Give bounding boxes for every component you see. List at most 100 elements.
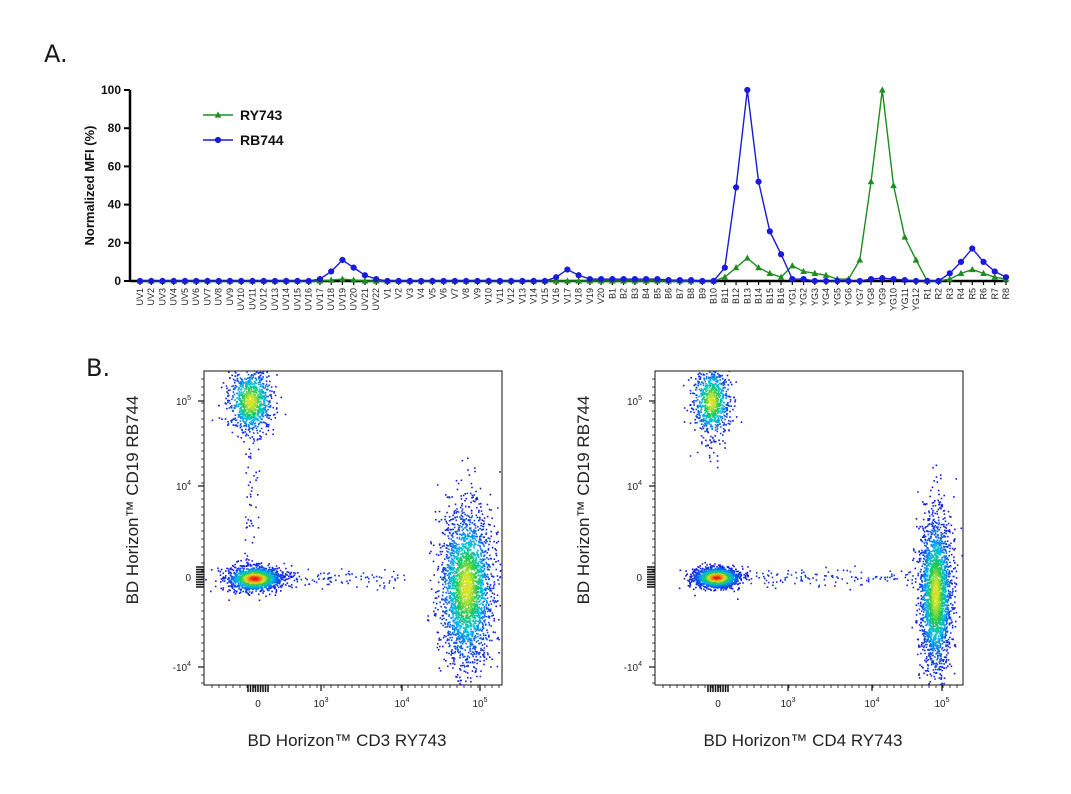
event-dot-group [243,541,488,590]
data-point [361,272,369,279]
event-dot-group [247,383,483,631]
event-dot-group [708,569,939,592]
event-dot-group [248,409,475,598]
event-dot-group [252,584,254,586]
event-dot-group [709,410,943,626]
data-point [429,277,436,285]
event-dot-group [255,579,258,581]
event-dot-group [712,407,939,607]
event-dot-group [257,577,259,580]
event-dot-group [250,575,262,583]
event-dot-group [708,402,937,579]
event-dot-group [257,574,260,577]
event-dot-group [714,577,717,580]
event-dot-group [245,396,463,578]
event-dot-group [236,401,484,599]
event-dot-group [717,581,719,583]
event-dot-group [463,576,471,579]
data-point [249,277,256,285]
event-dot-group [258,576,260,578]
event-dot-group [707,412,943,613]
event-dot-group [243,396,480,617]
event-dot-group [710,574,723,581]
event-dot-group [246,404,251,409]
event-dot-group [932,574,941,615]
event-dot-group [245,381,481,640]
event-dot-group [712,578,715,580]
event-dot-group [482,597,485,599]
event-dot-group [702,408,948,648]
event-dot-group [712,394,934,594]
event-dot-group [702,388,946,621]
event-dot-group [717,580,719,582]
event-dot-group [695,371,950,660]
event-dot-group [713,577,721,580]
event-dot-group [703,387,939,629]
data-point [508,277,515,285]
event-dot-group [251,581,254,584]
event-dot-group [247,406,469,613]
event-dot-group [709,576,724,580]
event-dot-group [712,576,715,579]
event-dot-group [254,398,473,594]
event-dot-group [705,390,716,579]
event-dot-group [707,421,947,649]
event-dot-group [705,393,942,615]
event-dot-group [709,563,938,622]
x-tick-label: UV16 [304,288,314,311]
event-dot-group [698,388,948,654]
event-dot-group [245,401,470,596]
event-dot-group [931,574,942,620]
event-dot-group [707,396,939,612]
event-dot-group [704,391,940,575]
event-dot-group [249,575,253,578]
event-dot-group [241,410,469,626]
event-dot-group [713,576,721,579]
event-dot-group [719,578,722,581]
data-point [564,266,571,273]
event-dot-group [245,383,483,633]
y-tick-base: -10 [624,663,639,674]
event-dot-group [700,570,703,573]
event-dot-group [699,405,947,644]
event-dot-group [935,607,937,610]
event-dot-group [242,415,483,600]
event-dot-group [698,376,948,649]
event-dot-group [702,375,725,587]
event-dot-group [249,402,469,593]
event-dot-group [243,395,473,596]
event-dot-group [243,395,475,604]
event-dot-group [244,385,481,629]
event-dot-group [248,414,477,609]
event-dot-group [719,577,722,580]
event-dot-group [714,388,943,616]
event-dot-group [720,563,938,583]
event-dot-group [228,374,494,664]
event-dot-group [696,417,946,588]
event-dot-group [709,413,943,623]
event-dot-group [229,519,487,653]
event-dot-group [235,576,453,584]
event-dot-group [714,577,716,579]
data-point [519,277,526,285]
event-dot-group [703,414,943,621]
event-dot-group [244,394,473,585]
event-dot-group [245,578,258,584]
event-dot-group [249,573,265,579]
event-dot-group [242,577,474,602]
event-dot-group [709,401,726,582]
event-dot-group [700,419,934,587]
event-dot-group [253,391,476,593]
event-dot-group [697,534,949,653]
event-dot-group [722,574,938,611]
event-dot-group [717,399,941,575]
event-dot-group [694,374,945,665]
event-dot-group [730,582,949,645]
event-dot-group [935,588,941,612]
event-dot-group [707,574,728,578]
event-dot-group [711,408,940,584]
event-dot-group [703,385,943,621]
event-dot-group [699,541,947,647]
event-dot-group [710,574,715,578]
event-dot-group [718,575,720,577]
